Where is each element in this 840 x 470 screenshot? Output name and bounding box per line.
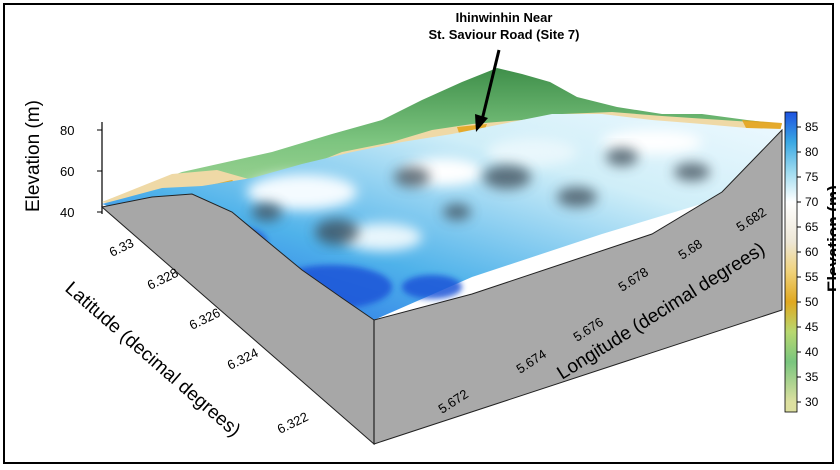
y-tick-label: 6.322	[275, 409, 311, 437]
colorbar-tick-label: 75	[805, 170, 819, 184]
colorbar-ticks: 85 80 75 70 65 60 55 50 45 40 35 30	[797, 120, 819, 409]
colorbar-tick-label: 45	[805, 320, 819, 334]
colorbar	[784, 111, 798, 413]
z-tick-label: 40	[60, 205, 74, 220]
z-tick-label: 60	[60, 164, 74, 179]
annotation-arrow	[480, 49, 501, 121]
y-tick-label: 6.326	[187, 305, 223, 333]
colorbar-tick-label: 50	[805, 295, 819, 309]
colorbar-tick-label: 60	[805, 245, 819, 259]
block-right-face	[373, 128, 783, 445]
surface-shadows	[252, 148, 710, 245]
colorbar-tick-label: 30	[805, 395, 819, 409]
y-tick-label: 6.324	[225, 345, 261, 373]
annotation-line-1: Ihinwinhin Near	[456, 10, 553, 25]
z-axis-ticks: 40 60 80	[60, 123, 102, 220]
colorbar-tick-label: 70	[805, 195, 819, 209]
annotation-arrowhead	[475, 114, 488, 132]
colorbar-tick-label: 85	[805, 120, 819, 134]
surface-chart: 40 60 80 Elevation (m) 6.33 6.3286.3266.324…	[23, 10, 836, 446]
surface-light-patches	[247, 130, 702, 251]
colorbar-tick-label: 40	[805, 345, 819, 359]
z-tick-label: 80	[60, 123, 74, 138]
y-tick-label: 6.33	[107, 235, 136, 260]
annotation-line-2: St. Saviour Road (Site 7)	[429, 27, 580, 42]
colorbar-tick-label: 35	[805, 370, 819, 384]
figure-frame: 40 60 80 Elevation (m) 6.33 6.328 6.326 6.324…	[3, 3, 836, 464]
colorbar-tick-label: 55	[805, 270, 819, 284]
y-tick-label: 6.328	[145, 265, 181, 293]
colorbar-label: Elevation (m)	[824, 185, 836, 292]
z-axis-label: Elevation (m)	[23, 100, 44, 212]
colorbar-tick-label: 65	[805, 220, 819, 234]
colorbar-tick-label: 80	[805, 145, 819, 159]
